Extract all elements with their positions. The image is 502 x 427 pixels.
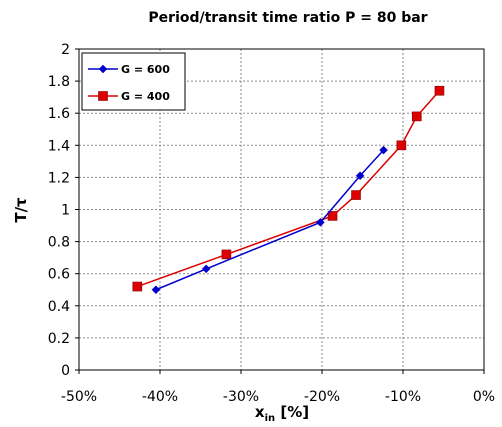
data-point bbox=[396, 140, 407, 151]
data-point bbox=[151, 285, 161, 295]
x-axis-label-rest: [%] bbox=[275, 403, 309, 421]
data-point bbox=[355, 171, 365, 181]
series-group bbox=[132, 85, 445, 295]
chart-title: Period/transit time ratio P = 80 bar bbox=[148, 10, 427, 26]
y-tick-label: 0.6 bbox=[48, 267, 70, 283]
series-square bbox=[132, 85, 445, 292]
data-point bbox=[201, 264, 211, 274]
x-axis-label-main: x bbox=[255, 403, 265, 421]
data-point bbox=[132, 281, 143, 292]
y-tick-label: 1 bbox=[61, 203, 70, 219]
x-axis-label: xin [%] bbox=[255, 403, 309, 424]
y-tick-label: 0.2 bbox=[48, 331, 70, 347]
y-tick-label: 0.8 bbox=[48, 235, 70, 251]
y-tick-label: 1.4 bbox=[48, 138, 70, 154]
y-tick-label: 2 bbox=[61, 42, 70, 58]
series-line bbox=[137, 90, 441, 288]
data-point bbox=[379, 145, 388, 155]
x-axis-label-sub: in bbox=[265, 413, 276, 424]
y-axis-label: T/τ bbox=[12, 197, 30, 223]
legend-label: G = 600 bbox=[121, 63, 170, 76]
x-tick-label: 0% bbox=[473, 389, 495, 405]
x-tick-label: -10% bbox=[385, 389, 421, 405]
series-line bbox=[155, 149, 385, 291]
data-point bbox=[411, 111, 422, 122]
data-point bbox=[221, 249, 232, 260]
series-diamond bbox=[151, 145, 388, 295]
legend-marker bbox=[98, 91, 108, 101]
y-tick-label: 1.8 bbox=[48, 74, 70, 90]
y-tick-label: 1.2 bbox=[48, 170, 70, 186]
data-point bbox=[351, 190, 361, 200]
y-axis-ticks: 0 0.2 0.4 0.6 0.8 1 1.2 1.4 1.6 1.8 2 bbox=[48, 42, 79, 379]
y-tick-label: 0.4 bbox=[48, 299, 70, 315]
y-tick-label: 0 bbox=[61, 363, 70, 379]
legend: G = 600 G = 400 bbox=[81, 52, 186, 111]
data-point bbox=[434, 85, 445, 96]
data-point bbox=[327, 211, 338, 221]
x-tick-label: -40% bbox=[142, 389, 178, 405]
legend-marker bbox=[98, 64, 108, 74]
x-tick-label: -20% bbox=[304, 389, 340, 405]
x-tick-label: -30% bbox=[223, 389, 259, 405]
legend-label: G = 400 bbox=[121, 90, 170, 103]
data-point bbox=[316, 217, 325, 227]
y-tick-label: 1.6 bbox=[48, 106, 70, 122]
x-tick-label: -50% bbox=[61, 389, 97, 405]
x-axis-ticks: -50% -40% -30% -20% -10% 0% bbox=[61, 370, 495, 405]
